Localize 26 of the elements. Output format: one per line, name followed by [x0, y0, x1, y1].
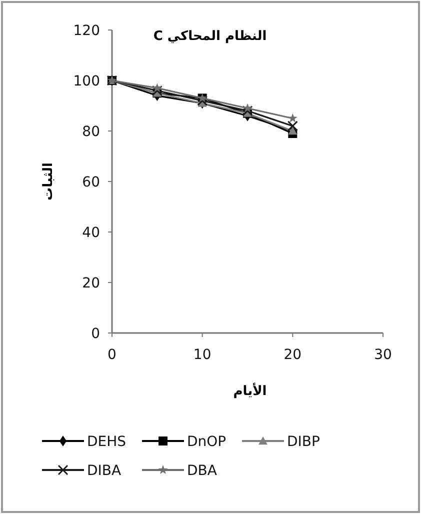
y-tick-label: 20: [82, 276, 100, 292]
point: [152, 83, 162, 92]
y-tick-label: 0: [91, 326, 100, 342]
chart-title: النظام المحاكي C: [153, 29, 267, 44]
point: [287, 120, 298, 132]
point: [197, 95, 208, 106]
point: [242, 106, 253, 116]
x-tick-label: 20: [284, 347, 302, 363]
point: [288, 113, 298, 122]
y-tick-label: 40: [82, 225, 100, 241]
legend-label: DIBA: [87, 463, 122, 479]
x-tick-label: 10: [193, 347, 212, 363]
point: [152, 85, 162, 96]
x-axis-title: الأيام: [233, 382, 267, 399]
y-axis-title: الثبات: [41, 162, 56, 200]
legend-label: DnOP: [187, 434, 226, 450]
y-tick-label: 100: [73, 74, 100, 90]
y-tick-label: 60: [82, 174, 100, 190]
y-tick-label: 120: [73, 23, 100, 39]
y-tick-label: 80: [82, 124, 100, 140]
legend-label: DIBP: [287, 434, 320, 450]
legend-label: DEHS: [87, 434, 126, 450]
x-tick-label: 30: [374, 347, 392, 363]
point: [242, 103, 252, 112]
x-tick-label: 0: [108, 347, 116, 363]
legend-label: DBA: [187, 463, 218, 479]
